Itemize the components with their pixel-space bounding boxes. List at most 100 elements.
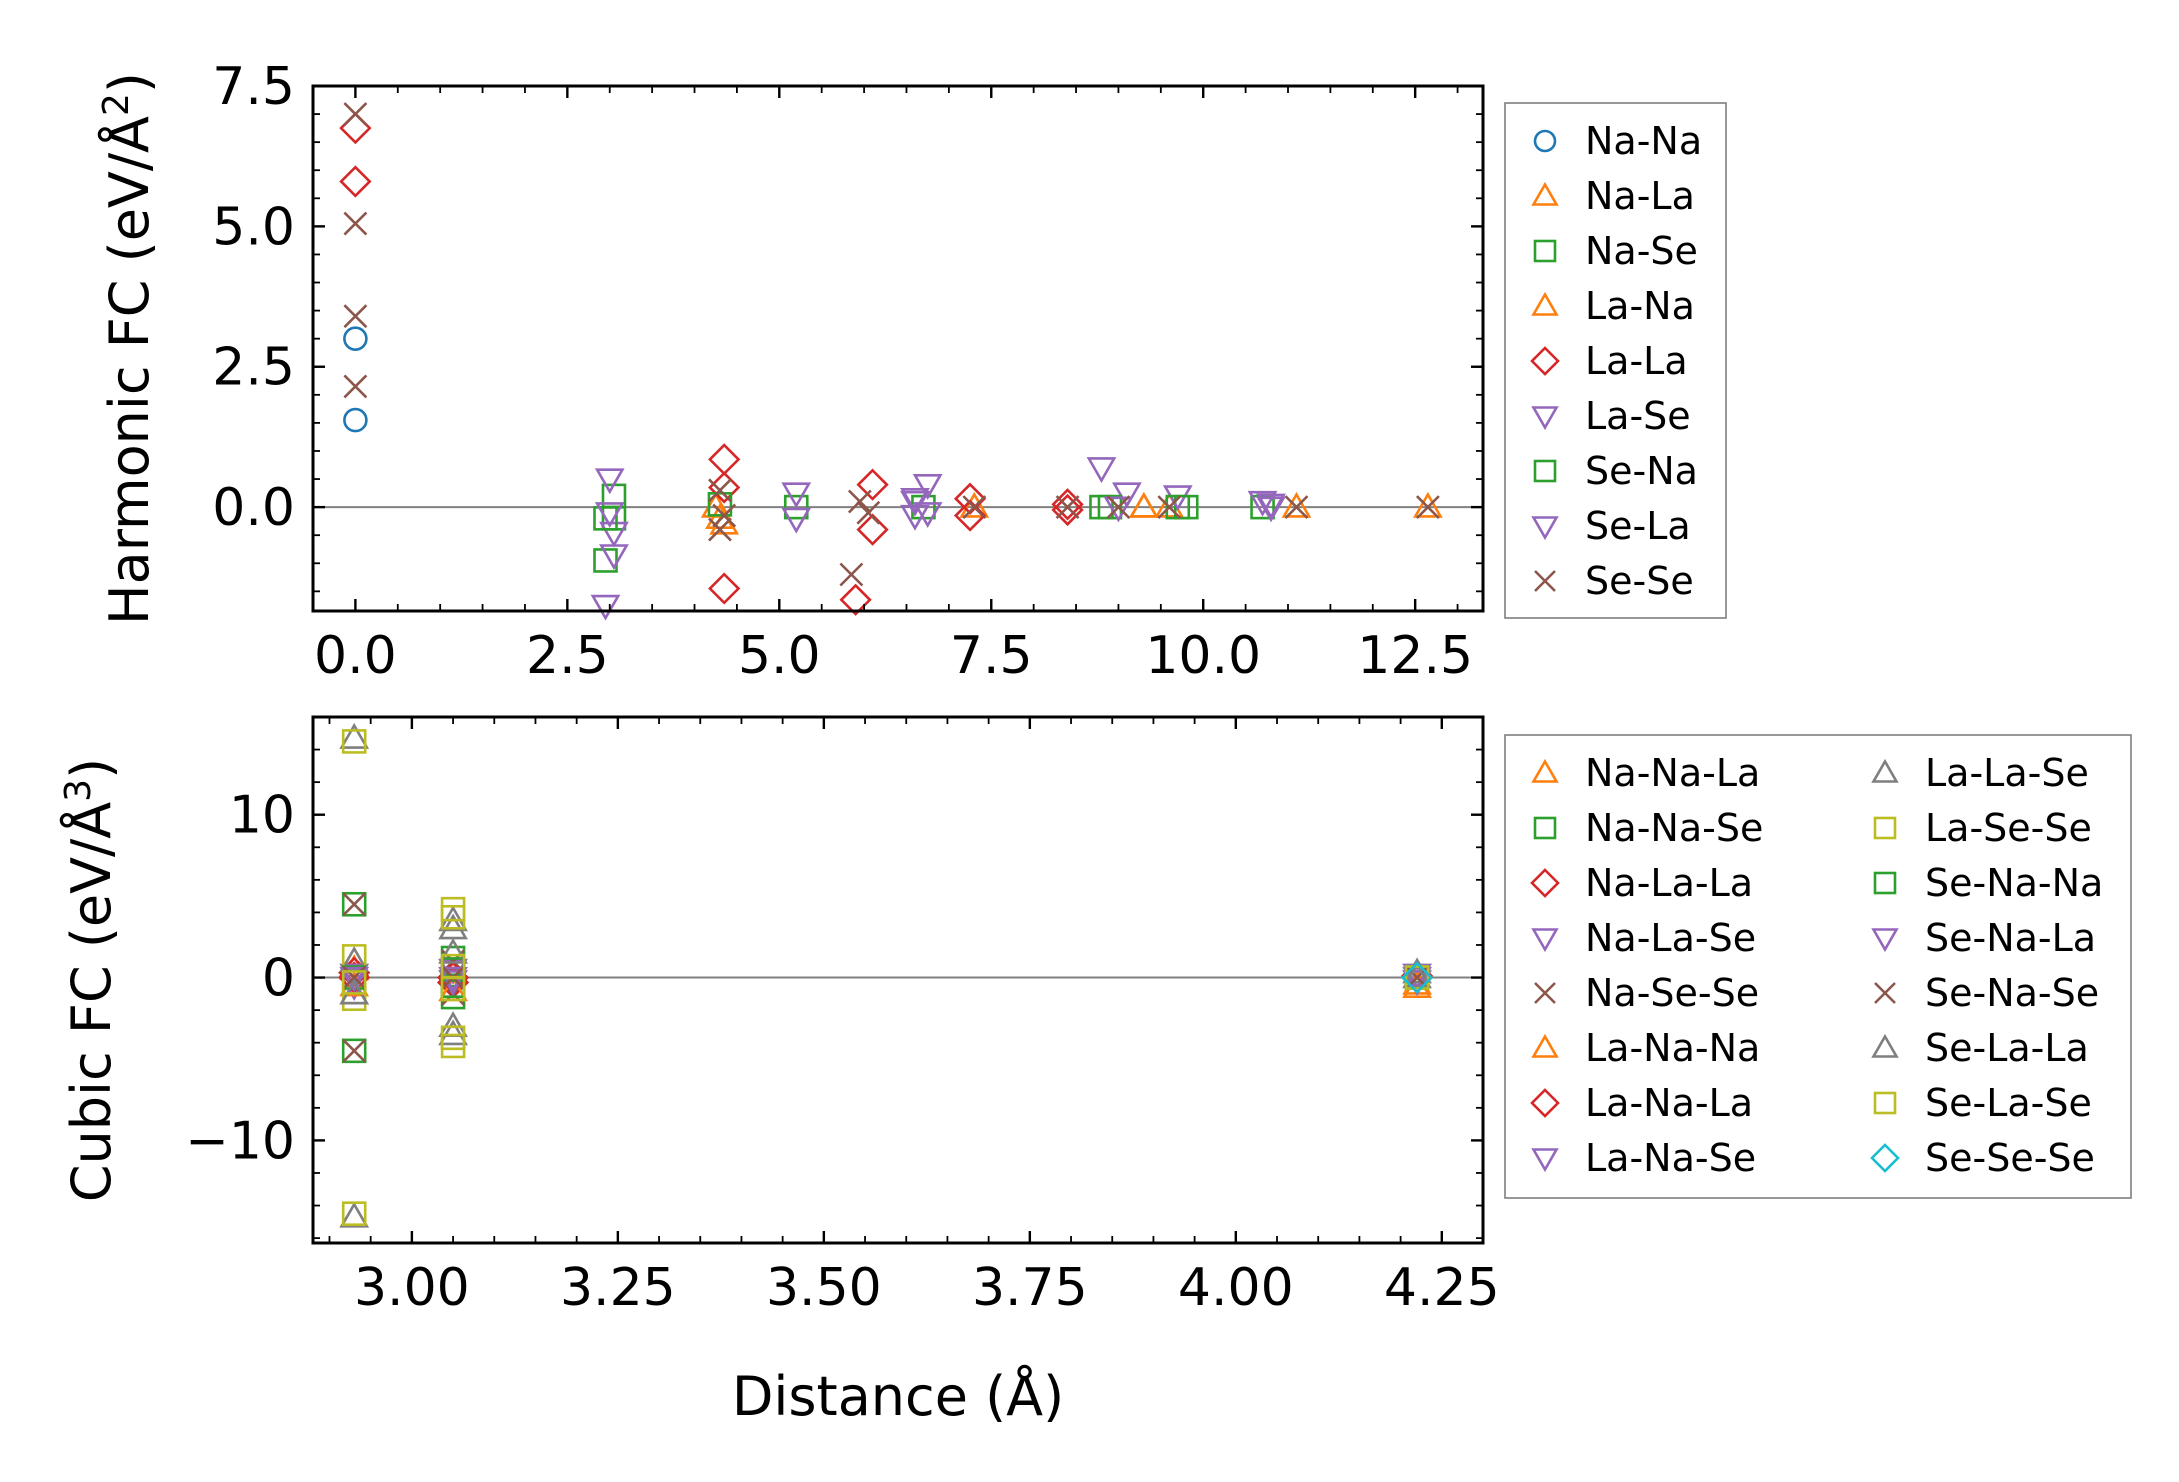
- data-point-se-na: [1165, 494, 1191, 520]
- data-point-na-se: [783, 494, 809, 520]
- data-point-la-la: [339, 165, 372, 198]
- data-point-se-se: [343, 374, 368, 399]
- data-point-se-se: [708, 517, 732, 542]
- legend-label-se-se-se: Se-Se-Se: [1925, 1136, 2095, 1180]
- data-point-la-se: [599, 521, 629, 548]
- data-point-se-la: [594, 502, 625, 528]
- legend-label-na-la-se: Na-La-Se: [1585, 916, 1756, 960]
- data-point-la-la-se: [438, 1011, 468, 1038]
- cubic-legend: Na-Na-La Na-Na-Se Na-La-La Na-La-Se Na-Se-Se…: [1504, 734, 2132, 1199]
- data-point-se-se: [343, 102, 368, 126]
- legend-marker-se-na-na: [1873, 871, 1897, 895]
- data-point-se-se: [847, 489, 872, 514]
- legend-entry-se-se-se: Se-Se-Se: [1870, 1136, 2095, 1180]
- series-se-na: [593, 492, 1191, 531]
- legend-marker-se-na-la: [1871, 928, 1899, 953]
- data-point-la-la: [856, 468, 889, 501]
- x-tick-label: 3.25: [560, 1258, 676, 1318]
- series-la-la-se: [339, 722, 1432, 1228]
- data-point-se-se: [1106, 495, 1131, 520]
- data-point-la-se: [590, 594, 621, 621]
- x-tick-label: 12.5: [1357, 626, 1473, 686]
- legend-label-se-na-la: Se-Na-La: [1925, 916, 2096, 960]
- data-point-se-la: [900, 490, 930, 517]
- data-point-la-se: [781, 482, 812, 509]
- legend-marker-se-na: [1533, 459, 1557, 483]
- series-se-se-se: [1400, 961, 1434, 994]
- legend-label-na-la-la: Na-La-La: [1585, 861, 1753, 905]
- legend-entry-la-se: La-Se: [1531, 394, 1691, 438]
- data-point-na-la: [1128, 491, 1159, 518]
- harmonic-axes-frame: [311, 84, 1485, 613]
- data-point-se-la-se: [440, 976, 466, 1002]
- legend-entry-la-se-se: La-Se-Se: [1873, 806, 2092, 850]
- cubic-y-axis-label: Cubic FC (eV/Å3): [58, 758, 124, 1202]
- cubic-axes-frame: [311, 715, 1485, 1245]
- x-tick-label: 2.5: [526, 626, 609, 686]
- data-point-se-se: [962, 495, 987, 520]
- data-point-na-la-se: [1402, 966, 1432, 993]
- x-tick-label: 7.5: [950, 626, 1033, 686]
- data-point-se-na-la: [339, 966, 370, 993]
- series-na-na-la: [339, 954, 1432, 995]
- x-tick-label: 3.75: [972, 1258, 1088, 1318]
- legend-marker-na-se: [1533, 239, 1557, 263]
- data-point-la-la: [708, 443, 741, 476]
- legend-label-la-na-la: La-Na-La: [1585, 1081, 1753, 1125]
- legend-label-na-la: Na-La: [1585, 174, 1695, 218]
- legend-entry-la-na-se: La-Na-Se: [1531, 1136, 1756, 1180]
- legend-label-se-na-se: Se-Na-Se: [1925, 971, 2099, 1015]
- data-point-na-la: [1281, 491, 1312, 518]
- x-tick-label: 5.0: [738, 626, 821, 686]
- legend-marker-la-la-se: [1871, 758, 1899, 783]
- data-point-la-se-se: [440, 905, 466, 930]
- data-point-se-la-se: [341, 970, 367, 995]
- legend-label-la-la-se: La-La-Se: [1925, 751, 2089, 795]
- legend-marker-se-la-se: [1873, 1091, 1897, 1115]
- data-point-se-se: [856, 500, 881, 525]
- legend-entry-la-na: La-Na: [1531, 284, 1695, 328]
- legend-entry-na-na-se: Na-Na-Se: [1533, 806, 1763, 850]
- data-point-la-se-se: [440, 1025, 466, 1051]
- legend-label-se-la-se: Se-La-Se: [1925, 1081, 2092, 1125]
- cubic-tick-labels: 3.00 3.25 3.50 3.75 4.00 4.25 −10 0 10: [185, 786, 1499, 1318]
- x-tick-label: 3.00: [354, 1258, 470, 1318]
- legend-marker-la-na-se: [1531, 1148, 1559, 1173]
- legend-marker-na-la-la: [1530, 868, 1560, 898]
- legend-label-na-se: Na-Se: [1585, 229, 1698, 273]
- harmonic-tick-labels: 0.0 2.5 5.0 7.5 10.0 12.5 0.0 2.5 5.0 7.5: [212, 57, 1473, 686]
- legend-marker-la-se: [1531, 406, 1559, 431]
- legend-label-na-se-se: Na-Se-Se: [1585, 971, 1759, 1015]
- legend-marker-na-na-se: [1533, 816, 1557, 840]
- legend-entry-na-la-la: Na-La-La: [1530, 861, 1753, 905]
- series-se-se: [343, 102, 1440, 587]
- data-point-se-se: [708, 478, 732, 503]
- data-point-se-se: [343, 211, 368, 236]
- x-tick-label: 10.0: [1145, 626, 1261, 686]
- y-tick-label: 5.0: [212, 197, 295, 257]
- series-la-na-se: [339, 963, 1432, 997]
- series-se-la: [594, 490, 1286, 531]
- legend-entry-se-na: Se-Na: [1533, 449, 1698, 493]
- data-point-la-se-se: [341, 729, 367, 754]
- data-point-na-la: [1412, 491, 1443, 518]
- data-point-na-na-se: [341, 891, 367, 917]
- legend-label-se-na-na: Se-Na-Na: [1925, 861, 2103, 905]
- legend-marker-la-na-na: [1531, 1033, 1559, 1058]
- legend-entry-se-na-se: Se-Na-Se: [1874, 971, 2099, 1015]
- harmonic-y-axis-label: Harmonic FC (eV/Å2): [96, 72, 162, 625]
- legend-label-na-na: Na-Na: [1585, 119, 1702, 163]
- series-na-la-se: [339, 958, 1432, 1001]
- legend-marker-na-na-la: [1531, 758, 1559, 783]
- data-point-se-se: [839, 562, 864, 587]
- legend-marker-na-se-se: [1534, 982, 1556, 1004]
- data-point-na-se-se: [342, 892, 367, 917]
- series-se-na-la: [339, 966, 1432, 997]
- y-tick-label: 0: [262, 949, 295, 1009]
- data-point-na-se-se: [342, 1038, 367, 1063]
- series-na-na: [343, 326, 368, 433]
- data-point-la-se: [1162, 485, 1193, 512]
- data-point-na-na-se: [341, 1038, 367, 1064]
- data-point-la-se: [1086, 457, 1117, 484]
